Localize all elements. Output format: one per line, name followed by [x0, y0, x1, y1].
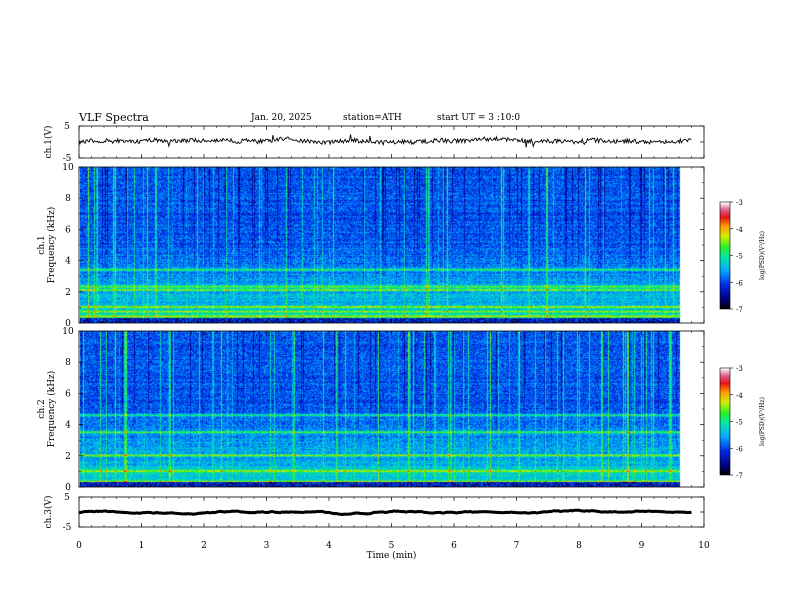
x-tick-label: 10 [698, 541, 710, 551]
ch1-wave-ylabel: ch.1(V) [43, 126, 54, 159]
ch2-spec-ytick-label: 0 [65, 483, 71, 493]
ch1-colorbar-frame [719, 201, 731, 310]
x-tick-label: 0 [76, 541, 82, 551]
figure-title: VLF Spectra [79, 111, 149, 124]
ch2-colorbar-tick-label: -4 [736, 392, 743, 400]
ch2-spec-ytick-label: 8 [65, 358, 71, 368]
ch1-spec-ylabel-freq: Frequency (kHz) [46, 207, 57, 284]
date-label: Jan. 20, 2025 [251, 113, 312, 123]
ch3-wave-ytick-top: 5 [64, 493, 70, 503]
start-ut-label: start UT = 3 :10:0 [437, 113, 521, 123]
ch2-spec-ytick-label: 4 [65, 421, 71, 431]
ch1-spec-ytick-label: 6 [65, 225, 71, 235]
ch1-spec-ytick-label: 8 [65, 194, 71, 204]
ch1-spec-ylabel-channel: ch.1 [37, 235, 47, 254]
ch2-spec-ytick-label: 2 [65, 452, 71, 462]
ch1-colorbar-tick-label: -3 [736, 199, 743, 207]
ch2-spec-ytick-label: 10 [62, 327, 74, 337]
ch1-colorbar-tick-label: -7 [736, 306, 743, 314]
panel-frame-2 [78, 166, 705, 324]
x-tick-label: 4 [326, 541, 332, 551]
x-tick-label: 3 [264, 541, 270, 551]
ch1-colorbar-tick-label: -4 [736, 226, 743, 234]
x-tick-label: 2 [201, 541, 207, 551]
ch1-colorbar [720, 202, 730, 309]
ch2-spec-ylabel-freq: Frequency (kHz) [46, 371, 57, 448]
x-tick-label: 5 [389, 541, 395, 551]
ch2-spec-ylabel-channel: ch.2 [37, 399, 47, 418]
ch2-spec-ytick-label: 6 [65, 389, 71, 399]
ch1-waveform-line [78, 134, 692, 149]
ch2-colorbar [720, 368, 730, 475]
ch3-waveform-line [78, 508, 692, 517]
ch1-spectrogram-image [80, 167, 692, 323]
ch1-wave-ytick-top: 5 [64, 122, 70, 132]
x-tick-label: 7 [514, 541, 520, 551]
ch1-colorbar-tick-label: -5 [736, 253, 743, 261]
ch1-colorbar-label: log(PSD)(V²/Hz) [759, 231, 766, 280]
ch1-colorbar-tick-label: -6 [736, 279, 743, 287]
x-tick-label: 8 [576, 541, 582, 551]
x-tick-label: 9 [639, 541, 645, 551]
x-tick-label: 1 [139, 541, 145, 551]
ch2-colorbar-tick-label: -6 [736, 445, 743, 453]
ch2-colorbar-tick-label: -5 [736, 419, 743, 427]
ch1-spec-ytick-label: 2 [65, 288, 71, 298]
ch3-wave-ylabel: ch.3(V) [43, 496, 54, 529]
ch1-spec-ytick-label: 0 [65, 319, 71, 329]
ch2-spectrogram-image [80, 331, 692, 487]
ch3-wave-ytick-bottom: -5 [63, 523, 72, 533]
ch2-colorbar-tick-label: -7 [736, 472, 743, 480]
ch2-colorbar-frame [719, 367, 731, 476]
ch1-wave-ytick-bottom: -5 [63, 154, 72, 164]
ch1-spec-ytick-label: 4 [65, 257, 71, 267]
ch1-spec-ytick-label: 10 [62, 163, 74, 173]
x-axis-label: Time (min) [367, 550, 417, 561]
ch2-colorbar-label: log(PSD)(V²/Hz) [759, 397, 766, 446]
station-label: station=ATH [343, 113, 402, 123]
panel-frame-3 [78, 330, 705, 488]
x-tick-label: 6 [451, 541, 457, 551]
ch2-colorbar-tick-label: -3 [736, 365, 743, 373]
